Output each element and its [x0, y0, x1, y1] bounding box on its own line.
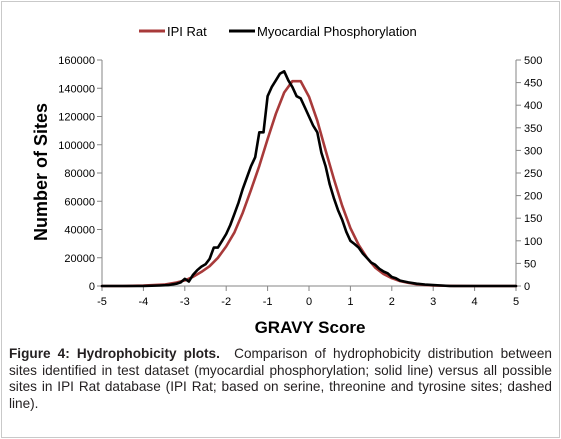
y-right-tick-label: 100: [524, 236, 542, 248]
y-left-tick-label: 120000: [58, 112, 95, 124]
x-tick-label: 0: [306, 296, 312, 308]
y-right-tick-label: 250: [524, 168, 542, 180]
x-tick-label: -2: [221, 296, 231, 308]
y-right-tick-label: 0: [524, 281, 530, 293]
x-tick-label: 1: [347, 296, 353, 308]
series-line-myocardial-phosphorylation: [100, 70, 518, 288]
y-right-tick-label: 300: [524, 145, 542, 157]
x-tick-label: 2: [389, 296, 395, 308]
caption-text: Comparison of hydrophobicity distributio…: [9, 346, 552, 411]
y-right-tick-label: 450: [524, 78, 542, 90]
y-right-tick-label: 150: [524, 213, 542, 225]
y-left-tick-label: 0: [89, 281, 95, 293]
y-right-tick-label: 350: [524, 123, 542, 135]
series-line-ipi-rat: [100, 79, 518, 288]
y-left-tick-label: 100000: [58, 140, 95, 152]
legend-label-myocardial: Myocardial Phosphorylation: [257, 24, 417, 39]
x-axis-title: GRAVY Score: [255, 318, 366, 337]
axes: -5 -4 -3 -2 -1 0 1 2 3 4 5020000400006000080000100…: [58, 55, 542, 308]
series-layer: [100, 70, 518, 288]
x-tick-label: -4: [139, 296, 149, 308]
x-tick-label: -3: [180, 296, 190, 308]
y-left-tick-label: 60000: [64, 196, 95, 208]
y-right-tick-label: 200: [524, 191, 542, 203]
y-left-tick-label: 80000: [64, 168, 95, 180]
x-tick-label: -5: [97, 296, 107, 308]
y-left-tick-label: 20000: [64, 253, 95, 265]
y-left-tick-label: 160000: [58, 55, 95, 67]
y-left-tick-label: 40000: [64, 225, 95, 237]
y-right-tick-label: 400: [524, 100, 542, 112]
y-left-tick-label: 140000: [58, 83, 95, 95]
y-right-tick-label: 500: [524, 55, 542, 67]
legend: IPI Rat Myocardial Phosphorylation: [139, 24, 417, 39]
x-tick-label: 3: [430, 296, 436, 308]
x-tick-label: -1: [263, 296, 273, 308]
legend-label-ipi-rat: IPI Rat: [167, 24, 207, 39]
hydrophobicity-chart: IPI Rat Myocardial Phosphorylation -5 -4 -…: [31, 24, 542, 337]
caption-title: Figure 4: Hydrophobicity plots.: [9, 346, 220, 361]
x-tick-label: 4: [472, 296, 478, 308]
x-tick-label: 5: [513, 296, 519, 308]
y-axis-title: Number of Sites: [31, 103, 51, 241]
figure-caption: Figure 4: Hydrophobicity plots. Comparis…: [9, 346, 552, 412]
y-right-tick-label: 50: [524, 258, 536, 270]
